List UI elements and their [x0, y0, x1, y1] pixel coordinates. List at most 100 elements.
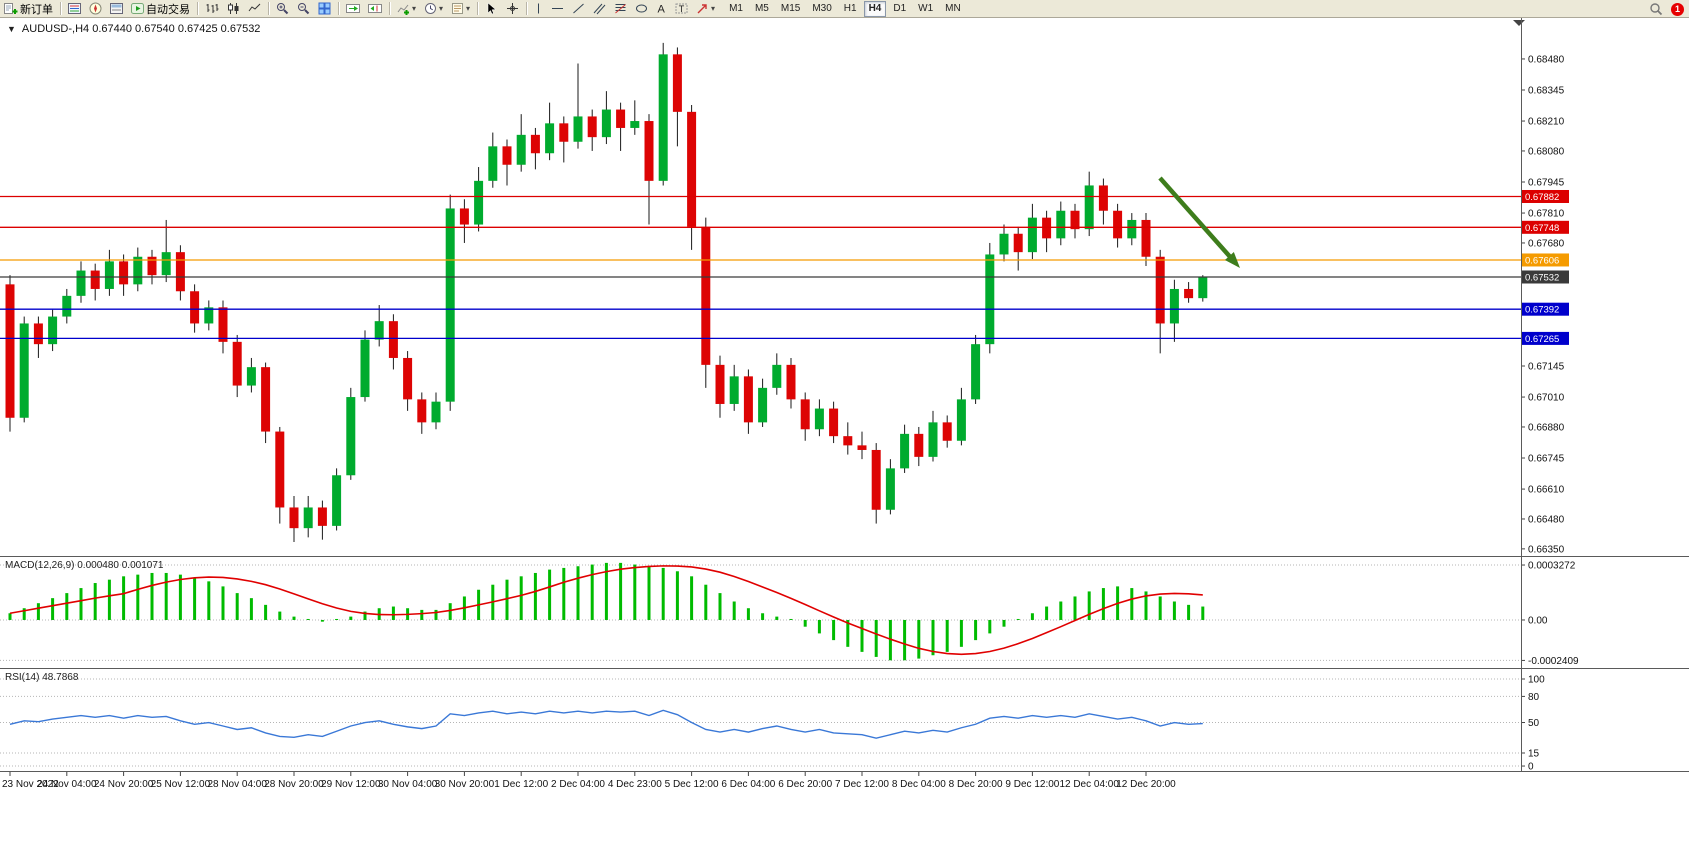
macd-signal-line [9, 565, 1203, 656]
horizontal-line[interactable]: 0.67748 [0, 220, 1569, 234]
vline-button[interactable] [531, 1, 546, 16]
time-axis-label: 2 Dec 04:00 [551, 779, 605, 790]
arrows-button[interactable]: ▾ [693, 1, 718, 16]
time-axis-label: 12 Dec 20:00 [1116, 779, 1176, 790]
dropdown-caret-icon: ▾ [439, 4, 444, 13]
toolbar-separator [60, 2, 61, 15]
trend-arrow-annotation[interactable] [1158, 176, 1240, 268]
candle [374, 305, 384, 347]
timeframe-m15-button[interactable]: M15 [780, 2, 801, 14]
indicators-button[interactable]: ▾ [394, 1, 419, 16]
tile-windows-button[interactable] [315, 1, 334, 16]
timeframe-h4-button[interactable]: H4 [863, 0, 887, 17]
candle [672, 47, 682, 147]
candle [1056, 201, 1066, 246]
hline-button[interactable] [548, 1, 567, 16]
price-tick-label: 0.68080 [1528, 146, 1565, 157]
candle [1141, 213, 1151, 266]
periods-button[interactable]: ▾ [421, 1, 446, 16]
terminal-button[interactable] [107, 1, 126, 16]
time-axis-label: 29 Nov 12:00 [321, 779, 381, 790]
candle [687, 104, 697, 250]
timeframe-mn-button[interactable]: MN [945, 2, 961, 14]
candle [204, 300, 214, 331]
horizontal-line[interactable]: 0.67265 [0, 331, 1569, 345]
market-watch-button[interactable] [65, 1, 84, 16]
zoom-out-button[interactable] [294, 1, 313, 16]
toolbar-separator [197, 2, 198, 15]
macd-axis-label: -0.0002409 [1528, 656, 1579, 667]
shapes-icon [635, 2, 648, 15]
navigator-button[interactable] [86, 1, 105, 16]
candle [76, 261, 86, 303]
time-axis-label: 24 Nov 20:00 [94, 779, 154, 790]
crosshair-icon [506, 2, 519, 15]
price-tick-label: 0.67945 [1528, 177, 1565, 188]
crosshair-button[interactable] [503, 1, 522, 16]
text-button[interactable]: A [653, 1, 670, 16]
market-watch-icon [68, 2, 81, 15]
candle [601, 91, 611, 145]
candle [843, 422, 853, 455]
horizontal-line[interactable]: 0.67606 [0, 253, 1569, 267]
notification-badge[interactable]: 1 [1671, 2, 1684, 16]
time-axis-label: 6 Dec 04:00 [721, 779, 775, 790]
dropdown-caret-icon: ▾ [466, 4, 471, 13]
bar-chart-button[interactable] [202, 1, 222, 16]
time-axis-label: 28 Nov 04:00 [207, 779, 267, 790]
timeframe-d1-button[interactable]: D1 [893, 2, 907, 14]
timeframe-m30-button[interactable]: M30 [812, 2, 832, 14]
candle [573, 63, 583, 149]
channel-icon [593, 2, 606, 15]
timeframe-m5-button[interactable]: M5 [754, 2, 769, 14]
candle [999, 224, 1009, 262]
horizontal-line[interactable]: 0.67882 [0, 189, 1569, 203]
templates-button[interactable]: ▾ [448, 1, 473, 16]
timeframe-w1-button[interactable]: W1 [918, 2, 934, 14]
terminal-icon [110, 2, 123, 15]
shapes-button[interactable] [632, 1, 651, 16]
candle [1027, 203, 1037, 260]
channel-button[interactable] [590, 1, 609, 16]
fibonacci-icon [614, 2, 627, 15]
timeframe-h1-button[interactable]: H1 [843, 2, 857, 14]
candlestick-button[interactable] [224, 1, 243, 16]
label-button[interactable]: T [672, 1, 691, 16]
candle [814, 399, 824, 437]
search-icon[interactable] [1649, 2, 1663, 16]
chart-shift-marker[interactable] [1513, 20, 1525, 26]
bid-price-line[interactable]: 0.67532 [0, 270, 1569, 284]
horizontal-line[interactable]: 0.67392 [0, 302, 1569, 316]
timeframe-m1-button[interactable]: M1 [729, 2, 743, 14]
candle [104, 249, 114, 296]
candle [488, 132, 498, 188]
autotrading-button[interactable]: 自动交易 [128, 1, 193, 16]
chart-shift-button[interactable] [365, 1, 385, 16]
price-badge [1522, 220, 1569, 234]
time-axis-label: 28 Nov 20:00 [264, 779, 324, 790]
toolbar: 新订单 自动交易 ▾ ▾ ▾ A T ▾ M1 M5 M15 M30 H1 H4 D1 W1 MN 1 [0, 0, 1689, 18]
trendline-button[interactable] [569, 1, 588, 16]
candle [971, 334, 981, 404]
toolbar-right: 1 [1649, 2, 1684, 16]
new-order-button[interactable]: 新订单 [1, 1, 56, 16]
candle [743, 369, 753, 434]
candle [715, 355, 725, 418]
auto-scroll-button[interactable] [343, 1, 363, 16]
candle [985, 242, 995, 354]
time-axis-label: 24 Nov 04:00 [37, 779, 97, 790]
arrows-icon [696, 2, 709, 15]
trendline-icon [572, 2, 585, 15]
candle [956, 387, 966, 446]
candle [630, 100, 640, 135]
toolbar-buttons: 新订单 自动交易 ▾ ▾ ▾ A T ▾ [0, 1, 719, 16]
fibonacci-button[interactable] [611, 1, 630, 16]
price-badge-label: 0.67392 [1525, 305, 1559, 316]
zoom-in-button[interactable] [273, 1, 292, 16]
indicators-icon [397, 2, 410, 15]
candle [758, 378, 768, 427]
line-chart-button[interactable] [245, 1, 264, 16]
cursor-button[interactable] [482, 1, 501, 16]
candle [5, 275, 15, 432]
